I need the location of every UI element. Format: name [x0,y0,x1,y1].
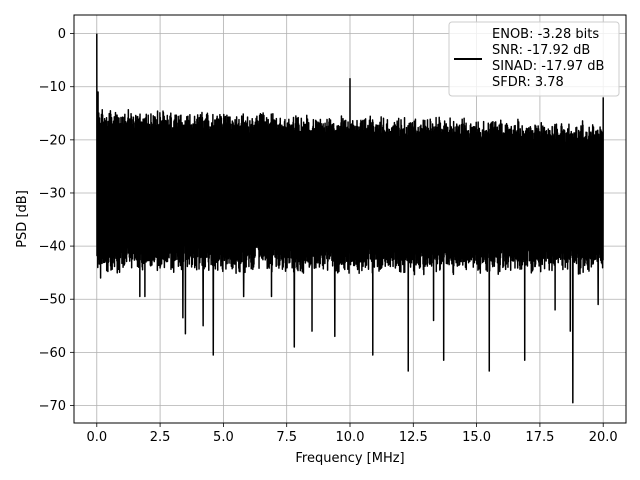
x-tick-label: 17.5 [525,430,554,445]
x-tick-label: 10.0 [336,430,365,445]
y-axis-label: PSD [dB] [15,190,30,248]
legend-sfdr: SFDR: 3.78 [492,75,564,90]
y-axis: 0 −10 −20 −30 −40 −50 −60 −70 [39,27,74,414]
x-tick-label: 20.0 [589,430,618,445]
x-tick-label: 0.0 [86,430,107,445]
y-tick-label: −20 [39,133,66,148]
x-tick-label: 2.5 [150,430,171,445]
legend-snr: SNR: -17.92 dB [492,43,590,58]
x-tick-label: 15.0 [462,430,491,445]
y-tick-label: −30 [39,186,66,201]
psd-series [96,33,604,404]
y-tick-label: 0 [58,27,66,42]
x-tick-label: 12.5 [399,430,428,445]
legend: ENOB: -3.28 bits SNR: -17.92 dB SINAD: -… [448,21,620,97]
legend-sinad: SINAD: -17.97 dB [492,59,604,74]
x-tick-label: 5.0 [213,430,234,445]
y-tick-label: −50 [39,293,66,308]
y-tick-label: −70 [39,399,66,414]
legend-box [448,21,620,97]
x-tick-label: 7.5 [276,430,297,445]
legend-enob: ENOB: -3.28 bits [492,27,599,42]
y-tick-label: −10 [39,80,66,95]
y-tick-label: −40 [39,240,66,255]
x-axis-label: Frequency [MHz] [295,451,404,466]
x-axis: 0.0 2.5 5.0 7.5 10.0 12.5 15.0 17.5 20.0 [86,423,618,445]
y-tick-label: −60 [39,346,66,361]
